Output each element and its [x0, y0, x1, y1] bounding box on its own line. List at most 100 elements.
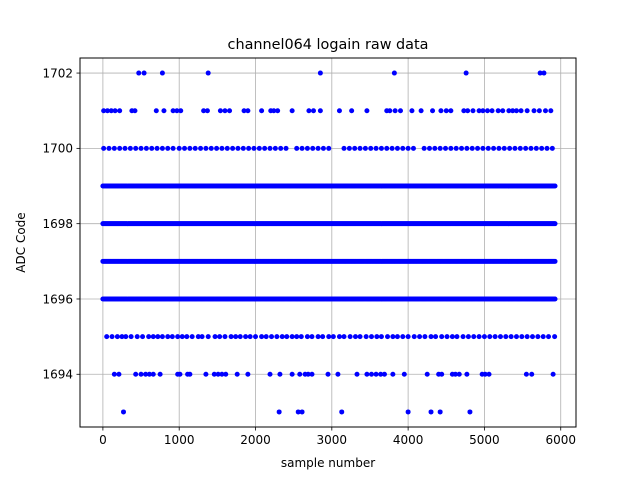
data-point [326, 145, 332, 151]
data-point [134, 334, 140, 340]
data-point [295, 409, 301, 415]
data-point [449, 334, 455, 340]
data-point [453, 145, 459, 151]
data-point [187, 371, 193, 377]
data-point [169, 334, 175, 340]
data-point [304, 334, 310, 340]
data-point [476, 108, 482, 114]
data-point [132, 108, 138, 114]
data-point [390, 371, 396, 377]
data-point [104, 334, 110, 340]
data-point [159, 70, 165, 76]
data-point [121, 409, 126, 415]
data-point [222, 334, 228, 340]
data-point [378, 371, 384, 377]
data-point [205, 334, 211, 340]
data-point [368, 145, 374, 151]
data-point [253, 334, 259, 340]
data-point [275, 108, 281, 114]
data-point [459, 145, 465, 151]
data-point [475, 145, 481, 151]
data-point [394, 334, 400, 340]
data-point [535, 334, 541, 340]
data-point [305, 371, 311, 377]
data-point [438, 108, 444, 114]
data-point [481, 334, 487, 340]
data-point [143, 371, 149, 377]
data-point [170, 108, 176, 114]
data-point [422, 334, 428, 340]
data-point [387, 108, 393, 114]
data-point [528, 145, 534, 151]
data-point [541, 70, 547, 76]
data-point [116, 371, 122, 377]
data-point [274, 334, 280, 340]
data-point [443, 145, 449, 151]
data-point [228, 334, 234, 340]
data-point [364, 108, 370, 114]
data-point [208, 145, 214, 151]
data-point [133, 145, 139, 151]
data-point [524, 108, 530, 114]
data-point [513, 108, 519, 114]
data-point [299, 145, 305, 151]
data-point [199, 334, 205, 340]
data-point [530, 334, 535, 340]
data-point [512, 145, 518, 151]
data-point [112, 108, 118, 114]
data-point [374, 334, 380, 340]
data-point [411, 334, 417, 340]
data-point [272, 145, 278, 151]
data-point [424, 371, 430, 377]
data-point [104, 108, 110, 114]
data-point [542, 108, 548, 114]
data-point [259, 108, 265, 114]
data-point [106, 145, 112, 151]
y-axis-label: ADC Code [14, 212, 28, 272]
data-point [277, 371, 283, 377]
data-point [224, 145, 230, 151]
data-point [536, 108, 542, 114]
data-point [392, 108, 398, 114]
data-point [506, 108, 512, 114]
x-axis-ticks: 0 1000 2000 3000 4000 5000 6000 [99, 427, 576, 447]
data-point [136, 70, 142, 76]
data-point [223, 371, 229, 377]
data-point [391, 70, 397, 76]
data-point [485, 145, 491, 151]
y-tick-label: 1698 [42, 217, 73, 231]
data-point [463, 70, 469, 76]
data-point [141, 70, 147, 76]
data-point [552, 221, 558, 227]
data-point [336, 334, 342, 340]
data-point [336, 108, 342, 114]
data-point [518, 108, 524, 114]
data-point [418, 108, 424, 114]
data-point [484, 108, 490, 114]
data-point [354, 371, 360, 377]
data-point [410, 145, 416, 151]
data-point [373, 371, 379, 377]
data-point [465, 334, 471, 340]
data-point [278, 145, 284, 151]
data-point [437, 409, 443, 415]
data-point [245, 108, 251, 114]
data-point [146, 371, 152, 377]
data-point [309, 371, 315, 377]
data-point [259, 334, 265, 340]
data-point [362, 145, 368, 151]
data-point [495, 108, 501, 114]
y-tick-label: 1700 [42, 142, 73, 156]
data-point [146, 334, 152, 340]
data-point [384, 145, 390, 151]
data-point [523, 145, 529, 151]
data-point [154, 145, 160, 151]
data-point [513, 334, 519, 340]
data-point [347, 334, 353, 340]
data-point [482, 371, 488, 377]
data-point [235, 145, 241, 151]
data-point [378, 334, 384, 340]
data-point [326, 334, 332, 340]
data-point [267, 371, 273, 377]
